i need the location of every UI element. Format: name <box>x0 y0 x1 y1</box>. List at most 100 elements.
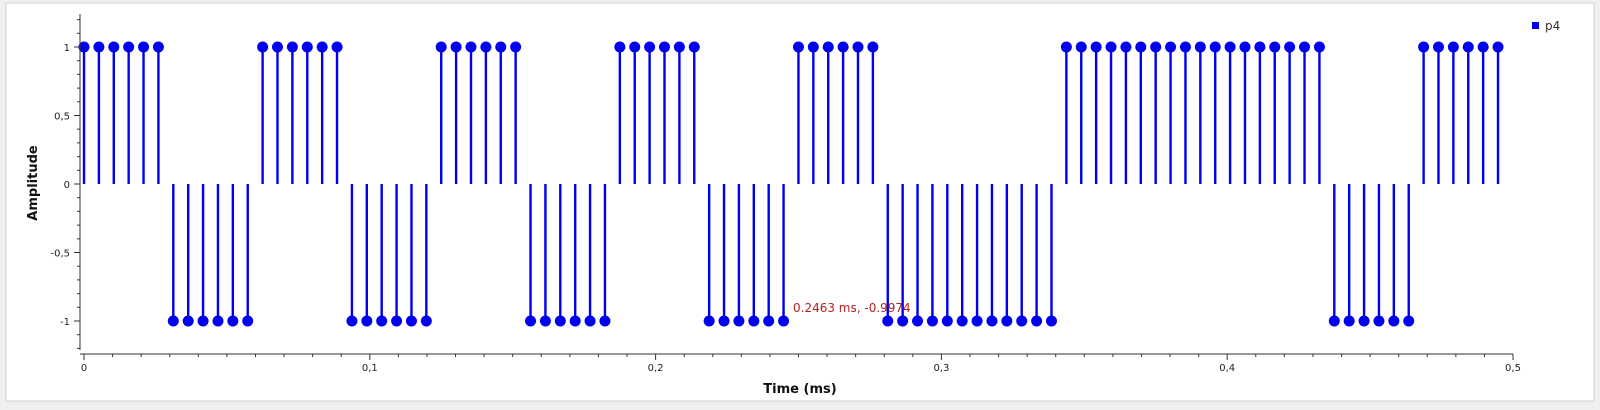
y-tick-label: -1 <box>60 317 70 328</box>
stem-marker <box>1165 41 1177 53</box>
stem-marker <box>108 41 120 53</box>
stem-marker <box>986 315 998 327</box>
stem-marker <box>1016 315 1028 327</box>
stem-marker <box>1105 41 1117 53</box>
x-axis-title: Time (ms) <box>763 382 836 397</box>
stem-marker <box>391 315 403 327</box>
stem-marker <box>227 315 239 327</box>
y-tick-label: 0 <box>64 180 70 191</box>
stem-marker <box>1209 41 1221 53</box>
stem-marker <box>405 315 417 327</box>
stem-marker <box>1254 41 1266 53</box>
stem-marker <box>629 41 641 53</box>
stem-marker <box>495 41 507 53</box>
stem-marker <box>1313 41 1325 53</box>
stem-marker <box>1194 41 1206 53</box>
stem-marker <box>480 41 492 53</box>
stem-marker <box>584 315 596 327</box>
stem-marker <box>78 41 90 53</box>
stem-marker <box>867 41 879 53</box>
stem-marker <box>852 41 864 53</box>
stem-marker <box>703 315 715 327</box>
stem-marker <box>465 41 477 53</box>
stem-marker <box>837 41 849 53</box>
stem-marker <box>733 315 745 327</box>
stem-marker <box>1135 41 1147 53</box>
stem-marker <box>1269 41 1281 53</box>
stem-marker <box>242 315 254 327</box>
stem-marker <box>1239 41 1251 53</box>
stem-marker <box>1001 315 1013 327</box>
stem-marker <box>1299 41 1311 53</box>
stem-marker <box>271 41 283 53</box>
stem-marker <box>510 41 522 53</box>
stem-marker <box>718 315 730 327</box>
stem-marker <box>539 315 551 327</box>
stem-marker <box>1060 41 1072 53</box>
stem-marker <box>792 41 804 53</box>
stem-marker <box>1432 41 1444 53</box>
stem-marker <box>748 315 760 327</box>
stem-marker <box>1462 41 1474 53</box>
x-tick-label: 0,2 <box>648 363 664 374</box>
stem-marker <box>212 315 224 327</box>
stem-marker <box>673 41 685 53</box>
stem-marker <box>1403 315 1415 327</box>
stem-marker <box>1179 41 1191 53</box>
stem-marker <box>1328 315 1340 327</box>
stem-marker <box>644 41 656 53</box>
stem-marker <box>361 315 373 327</box>
stem-marker <box>182 315 194 327</box>
y-tick-label: 0,5 <box>54 112 70 123</box>
stem-marker <box>926 315 938 327</box>
stem-marker <box>1388 315 1400 327</box>
x-tick-label: 0,3 <box>933 363 949 374</box>
stem-marker <box>941 315 953 327</box>
stem-marker <box>956 315 968 327</box>
stem-marker <box>658 41 670 53</box>
stem-marker <box>569 315 581 327</box>
stem-marker <box>897 315 909 327</box>
stem-marker <box>1343 315 1355 327</box>
stem-marker <box>1031 315 1043 327</box>
stem-marker <box>123 41 135 53</box>
stem-marker <box>807 41 819 53</box>
stem-marker <box>1150 41 1162 53</box>
stem-marker <box>1477 41 1489 53</box>
y-tick-label: -0,5 <box>50 249 70 260</box>
cursor-readout: 0.2463 ms, -0.9974 <box>793 301 911 315</box>
x-tick-label: 0,1 <box>362 363 378 374</box>
stem-marker <box>1224 41 1236 53</box>
legend-swatch <box>1532 22 1539 29</box>
stem-marker <box>1358 315 1370 327</box>
stem-marker <box>554 315 566 327</box>
stem-marker <box>1045 315 1057 327</box>
stem-marker <box>93 41 105 53</box>
stem-marker <box>1284 41 1296 53</box>
stem-marker <box>1492 41 1504 53</box>
stem-marker <box>420 315 432 327</box>
y-tick-label: 1 <box>64 43 70 54</box>
stem-marker <box>167 315 179 327</box>
y-axis-title: Amplitude <box>26 145 41 221</box>
stem-marker <box>614 41 626 53</box>
stem-marker <box>450 41 462 53</box>
stem-marker <box>376 315 388 327</box>
stem-marker <box>763 315 775 327</box>
stem-marker <box>971 315 983 327</box>
stem-marker <box>778 315 790 327</box>
stem-marker <box>882 315 894 327</box>
legend-label[interactable]: p4 <box>1545 19 1560 33</box>
stem-marker <box>1373 315 1385 327</box>
x-tick-label: 0,4 <box>1219 363 1235 374</box>
stem-marker <box>331 41 343 53</box>
stem-marker <box>599 315 611 327</box>
stem-marker <box>1418 41 1430 53</box>
stem-marker <box>138 41 150 53</box>
stem-marker <box>912 315 924 327</box>
stem-marker <box>346 315 358 327</box>
stem-marker <box>152 41 164 53</box>
stem-marker <box>197 315 209 327</box>
